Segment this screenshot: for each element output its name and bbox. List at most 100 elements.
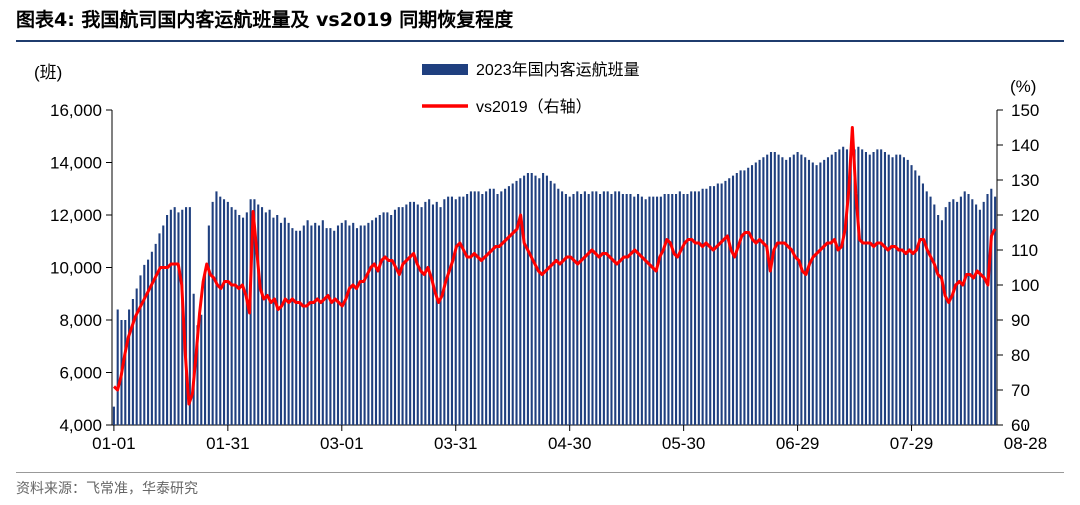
- bar: [739, 170, 742, 426]
- bar: [204, 272, 207, 425]
- source-divider: [16, 472, 1064, 473]
- bar: [902, 157, 905, 425]
- right-tick-label: 150: [1011, 101, 1039, 120]
- bar: [804, 157, 807, 425]
- left-tick-label: 12,000: [50, 206, 102, 225]
- bar: [336, 225, 340, 425]
- bar: [450, 196, 453, 426]
- bar: [663, 194, 666, 425]
- bar: [568, 196, 571, 426]
- bar: [230, 207, 233, 426]
- bar: [766, 154, 769, 426]
- bar: [792, 154, 795, 426]
- bar: [238, 215, 241, 425]
- bar: [610, 194, 613, 425]
- bar: [306, 220, 309, 425]
- bar: [371, 220, 374, 425]
- bar: [367, 222, 370, 425]
- x-tick-label: 03-01: [320, 434, 363, 453]
- right-axis-unit: (%): [1010, 77, 1036, 96]
- bar: [762, 157, 765, 425]
- bar: [188, 207, 191, 426]
- bar: [131, 299, 134, 425]
- bar: [656, 196, 659, 426]
- x-tick-label: 08-28: [1004, 434, 1047, 453]
- bar: [963, 191, 966, 426]
- bar: [944, 207, 947, 426]
- bar: [861, 149, 864, 426]
- bar: [150, 251, 153, 425]
- bar: [447, 196, 450, 426]
- bar: [777, 154, 780, 426]
- bar: [956, 201, 959, 426]
- bar: [439, 207, 442, 426]
- bar: [257, 204, 260, 425]
- bar: [994, 196, 997, 426]
- bar: [982, 201, 985, 426]
- bar: [690, 191, 693, 426]
- bar: [602, 191, 605, 426]
- bar: [918, 175, 921, 426]
- bar: [219, 196, 222, 426]
- bar: [173, 207, 176, 426]
- bar: [899, 154, 902, 426]
- vs2019-line: [112, 126, 997, 406]
- bar: [302, 225, 305, 425]
- bar: [731, 175, 735, 426]
- source-note: 资料来源：飞常准，华泰研究: [16, 481, 198, 497]
- bar: [675, 194, 678, 425]
- bar: [207, 225, 210, 425]
- bar: [226, 201, 229, 426]
- bar: [211, 201, 214, 426]
- bar: [614, 191, 617, 426]
- bar: [416, 204, 419, 425]
- x-tick-label: 01-01: [92, 434, 135, 453]
- right-tick-label: 90: [1011, 311, 1030, 330]
- bar: [272, 217, 275, 426]
- bar: [807, 159, 811, 426]
- bar: [724, 180, 727, 426]
- right-tick-label: 130: [1011, 171, 1039, 190]
- bar: [978, 209, 981, 425]
- bar: [716, 183, 719, 425]
- bar: [580, 194, 583, 425]
- bar: [868, 154, 871, 426]
- bar: [348, 225, 351, 425]
- bar: [693, 191, 697, 426]
- bar: [409, 201, 412, 426]
- bar: [845, 149, 849, 426]
- bar: [519, 178, 522, 425]
- left-axis-unit: (班): [34, 63, 62, 82]
- bar: [823, 159, 826, 426]
- bar: [625, 194, 628, 425]
- bar: [728, 178, 731, 425]
- bar: [424, 201, 427, 426]
- bar: [652, 196, 655, 426]
- bar: [712, 186, 716, 426]
- right-tick-label: 80: [1011, 346, 1030, 365]
- bar: [378, 215, 381, 425]
- bar: [390, 215, 393, 425]
- bar: [177, 212, 180, 426]
- bar: [466, 194, 469, 425]
- bar: [325, 228, 328, 426]
- bar: [583, 191, 586, 426]
- bar: [644, 199, 647, 425]
- bar: [488, 188, 491, 425]
- left-tick-label: 4,000: [59, 416, 102, 435]
- bar: [405, 204, 408, 425]
- bar: [128, 309, 131, 425]
- bar: [154, 243, 157, 426]
- bar: [295, 230, 298, 425]
- bar: [462, 196, 465, 426]
- bar: [990, 188, 993, 425]
- bar: [374, 217, 378, 426]
- bar: [542, 173, 545, 425]
- dual-axis-chart: 4,000 6,000 8,000 10,000 12,000 14,000 16,000 6…: [34, 61, 1047, 453]
- bar: [340, 222, 343, 425]
- bar: [921, 183, 924, 425]
- bar: [975, 204, 978, 425]
- bar: [397, 207, 400, 426]
- bar: [549, 180, 552, 426]
- bar: [853, 149, 856, 426]
